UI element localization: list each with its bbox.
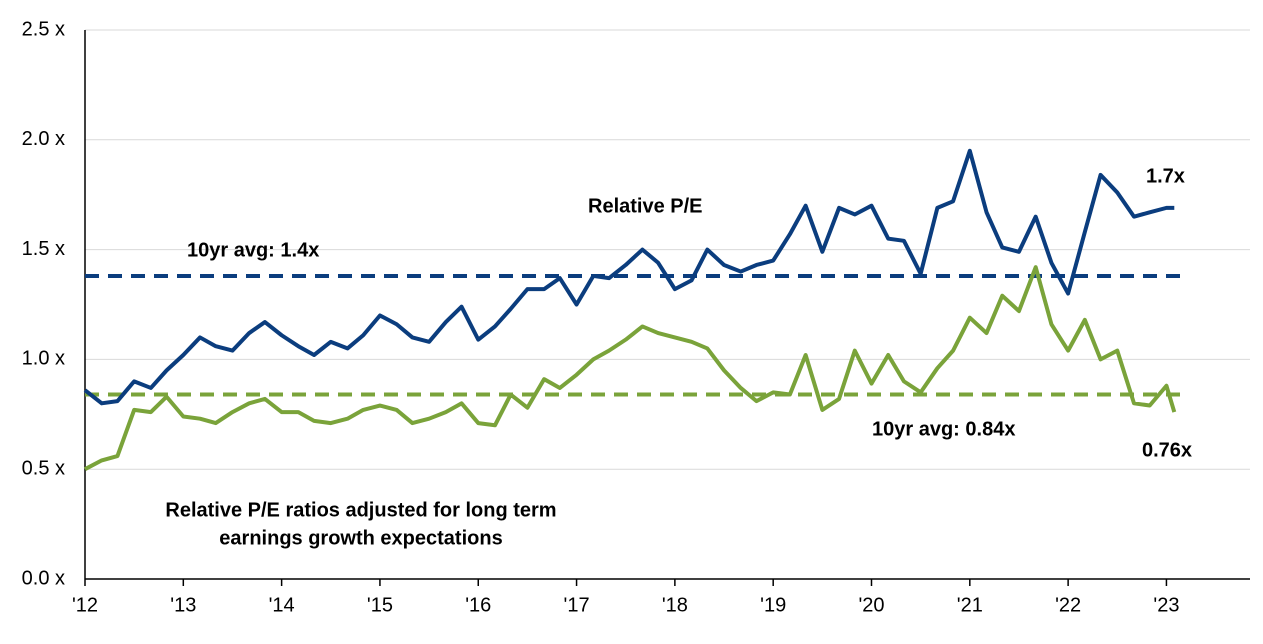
series-line — [83, 148, 1175, 406]
y-tick-label: 1.0 x — [22, 348, 65, 370]
x-tick-label: '17 — [564, 594, 590, 616]
x-tick-label: '12 — [72, 594, 98, 616]
annotation: 0.76x — [1142, 439, 1192, 461]
x-tick-label: '22 — [1055, 594, 1081, 616]
x-tick-label: '15 — [367, 594, 393, 616]
average-label: 10yr avg: 0.84x — [872, 418, 1015, 440]
x-tick-label: '16 — [465, 594, 491, 616]
y-tick-label: 0.0 x — [22, 567, 65, 589]
annotation: earnings growth expectations — [219, 527, 502, 549]
x-tick-label: '23 — [1153, 594, 1179, 616]
x-tick-label: '13 — [170, 594, 196, 616]
y-tick-label: 1.5 x — [22, 238, 65, 260]
y-tick-label: 2.0 x — [22, 128, 65, 150]
average-label: 10yr avg: 1.4x — [187, 239, 319, 261]
series-line — [84, 265, 1177, 471]
y-tick-label: 2.5 x — [22, 18, 65, 40]
x-tick-label: '20 — [858, 594, 884, 616]
x-tick-label: '19 — [760, 594, 786, 616]
x-tick-label: '21 — [957, 594, 983, 616]
y-tick-label: 0.5 x — [22, 457, 65, 479]
x-tick-label: '18 — [662, 594, 688, 616]
annotation: 1.7x — [1146, 165, 1185, 187]
annotation: Relative P/E ratios adjusted for long te… — [165, 499, 556, 521]
x-tick-label: '14 — [269, 594, 295, 616]
annotation: Relative P/E — [588, 195, 703, 217]
